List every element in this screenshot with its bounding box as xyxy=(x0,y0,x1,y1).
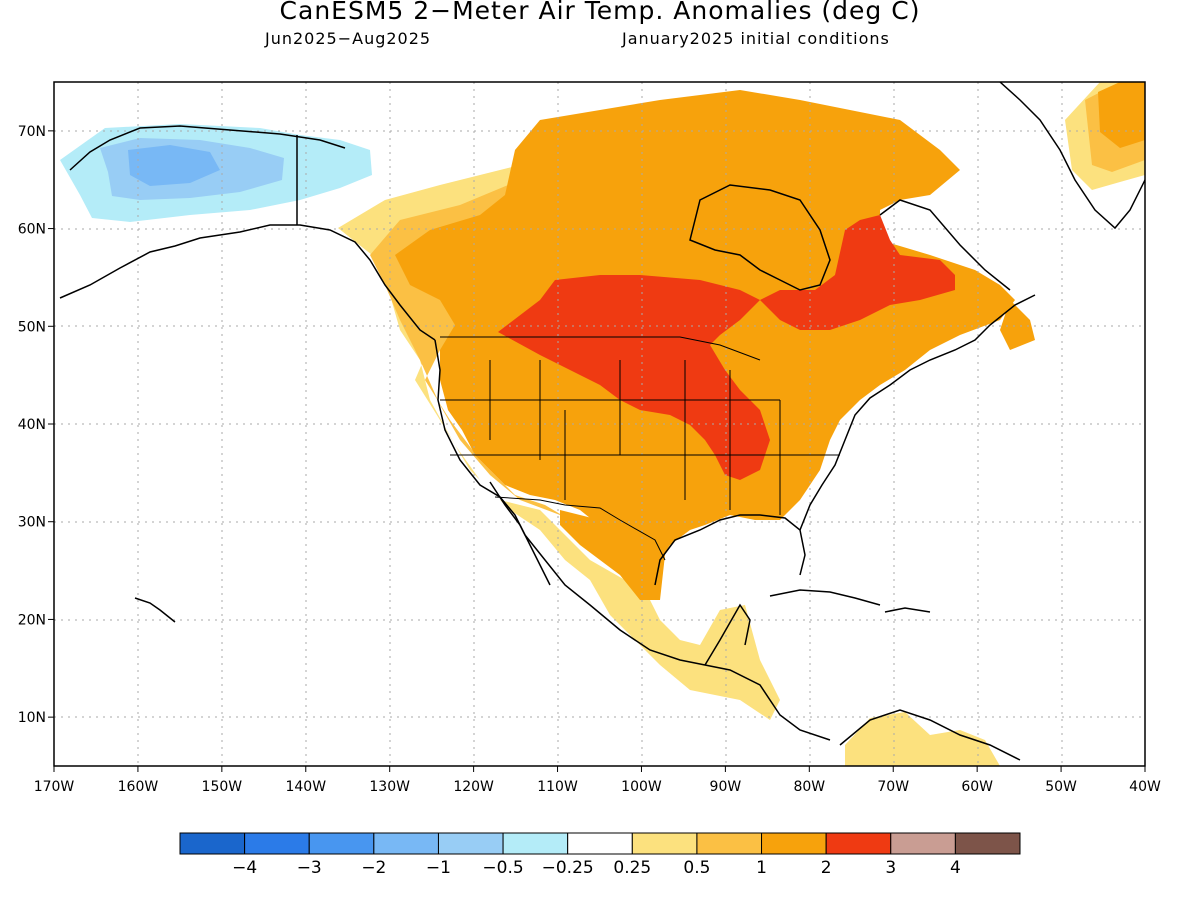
baja-california xyxy=(489,481,551,586)
longitude-labels: 170W 160W 150W 140W 130W 120W 110W 100W 90W 80W 70… xyxy=(34,766,1161,795)
colorbar-swatch xyxy=(308,832,375,855)
colorbar-swatch xyxy=(502,832,569,855)
hawaii xyxy=(134,597,176,623)
latitude-label: 70N xyxy=(18,124,46,140)
east-coast xyxy=(799,294,1036,531)
hispaniola xyxy=(884,607,931,613)
colorbar-label: 4 xyxy=(950,858,961,878)
alaska-cool-anomaly-strong xyxy=(128,145,220,186)
quebec-labrador-coast xyxy=(879,199,1011,291)
colorbar-swatch xyxy=(825,832,892,855)
longitude-label: 110W xyxy=(537,779,578,795)
initial-conditions: January2025 initial conditions xyxy=(622,29,890,48)
warm-anomaly-very-strong-quebec xyxy=(760,215,955,330)
colorbar-swatch xyxy=(696,832,763,855)
colorbar-swatch xyxy=(179,832,246,855)
alaska-coastline xyxy=(59,224,436,341)
longitude-label: 130W xyxy=(369,779,410,795)
gulf-of-mexico xyxy=(654,514,806,586)
colorbar-label: −4 xyxy=(232,858,257,878)
longitude-label: 150W xyxy=(202,779,243,795)
colorbar-swatch xyxy=(954,832,1021,855)
colorbar-label: −0.25 xyxy=(542,858,594,878)
greenland-coast xyxy=(999,82,1145,230)
longitude-label: 50W xyxy=(1045,779,1077,795)
colorbar-label: −3 xyxy=(297,858,322,878)
south-america-warm-anomaly xyxy=(845,712,1000,766)
latitude-label: 40N xyxy=(18,417,46,433)
political-borders xyxy=(440,336,840,561)
latitude-label: 60N xyxy=(18,222,46,238)
colorbar-swatch xyxy=(761,832,827,855)
colorbar-swatch xyxy=(631,832,698,855)
longitude-label: 160W xyxy=(118,779,159,795)
colorbar-label: −0.5 xyxy=(482,858,523,878)
colorbar-label: −2 xyxy=(361,858,386,878)
map-title: CanESM5 2−Meter Air Temp. Anomalies (deg… xyxy=(279,0,921,25)
longitude-label: 120W xyxy=(453,779,494,795)
alaska-north-coast xyxy=(69,125,346,171)
cuba xyxy=(769,589,881,606)
longitude-label: 40W xyxy=(1129,779,1161,795)
colorbar-label: 3 xyxy=(885,858,896,878)
longitude-label: 170W xyxy=(34,779,75,795)
longitude-label: 100W xyxy=(621,779,662,795)
colorbar-swatch xyxy=(437,832,504,855)
west-coast xyxy=(434,339,831,741)
colorbar-label: 0.5 xyxy=(683,858,710,878)
longitude-label: 60W xyxy=(961,779,993,795)
colorbar: −4 −3 −2 −1 −0.5 −0.25 0.25 0.5 1 2 3 4 xyxy=(179,832,1021,878)
hudson-bay xyxy=(689,184,831,291)
latitude-label: 20N xyxy=(18,612,46,628)
north-atlantic-coast-warm xyxy=(1000,300,1035,350)
colorbar-label: 1 xyxy=(756,858,767,878)
south-america-coast xyxy=(839,709,1021,761)
colorbar-label: 0.25 xyxy=(613,858,651,878)
yucatan xyxy=(704,603,751,666)
us-canada-border xyxy=(440,336,761,361)
mexico-warm-strong xyxy=(560,510,665,600)
colorbar-label: −1 xyxy=(426,858,451,878)
colorbar-swatch xyxy=(890,832,956,855)
latitude-labels: 10N 20N 30N 40N 50N 60N 70N xyxy=(18,124,54,726)
longitude-label: 70W xyxy=(877,779,909,795)
longitude-label: 90W xyxy=(710,779,742,795)
longitude-label: 80W xyxy=(793,779,825,795)
colorbar-swatch xyxy=(244,832,310,855)
coastlines xyxy=(59,82,1145,761)
latitude-label: 50N xyxy=(18,319,46,335)
latitude-label: 30N xyxy=(18,515,46,531)
map-gridlines xyxy=(54,82,1145,766)
latitude-label: 10N xyxy=(18,710,46,726)
longitude-label: 140W xyxy=(285,779,326,795)
us-mexico-border xyxy=(494,496,666,561)
colorbar-swatch xyxy=(567,832,633,855)
forecast-period: Jun2025−Aug2025 xyxy=(265,29,432,48)
colorbar-swatch xyxy=(373,832,439,855)
colorbar-label: 2 xyxy=(821,858,832,878)
